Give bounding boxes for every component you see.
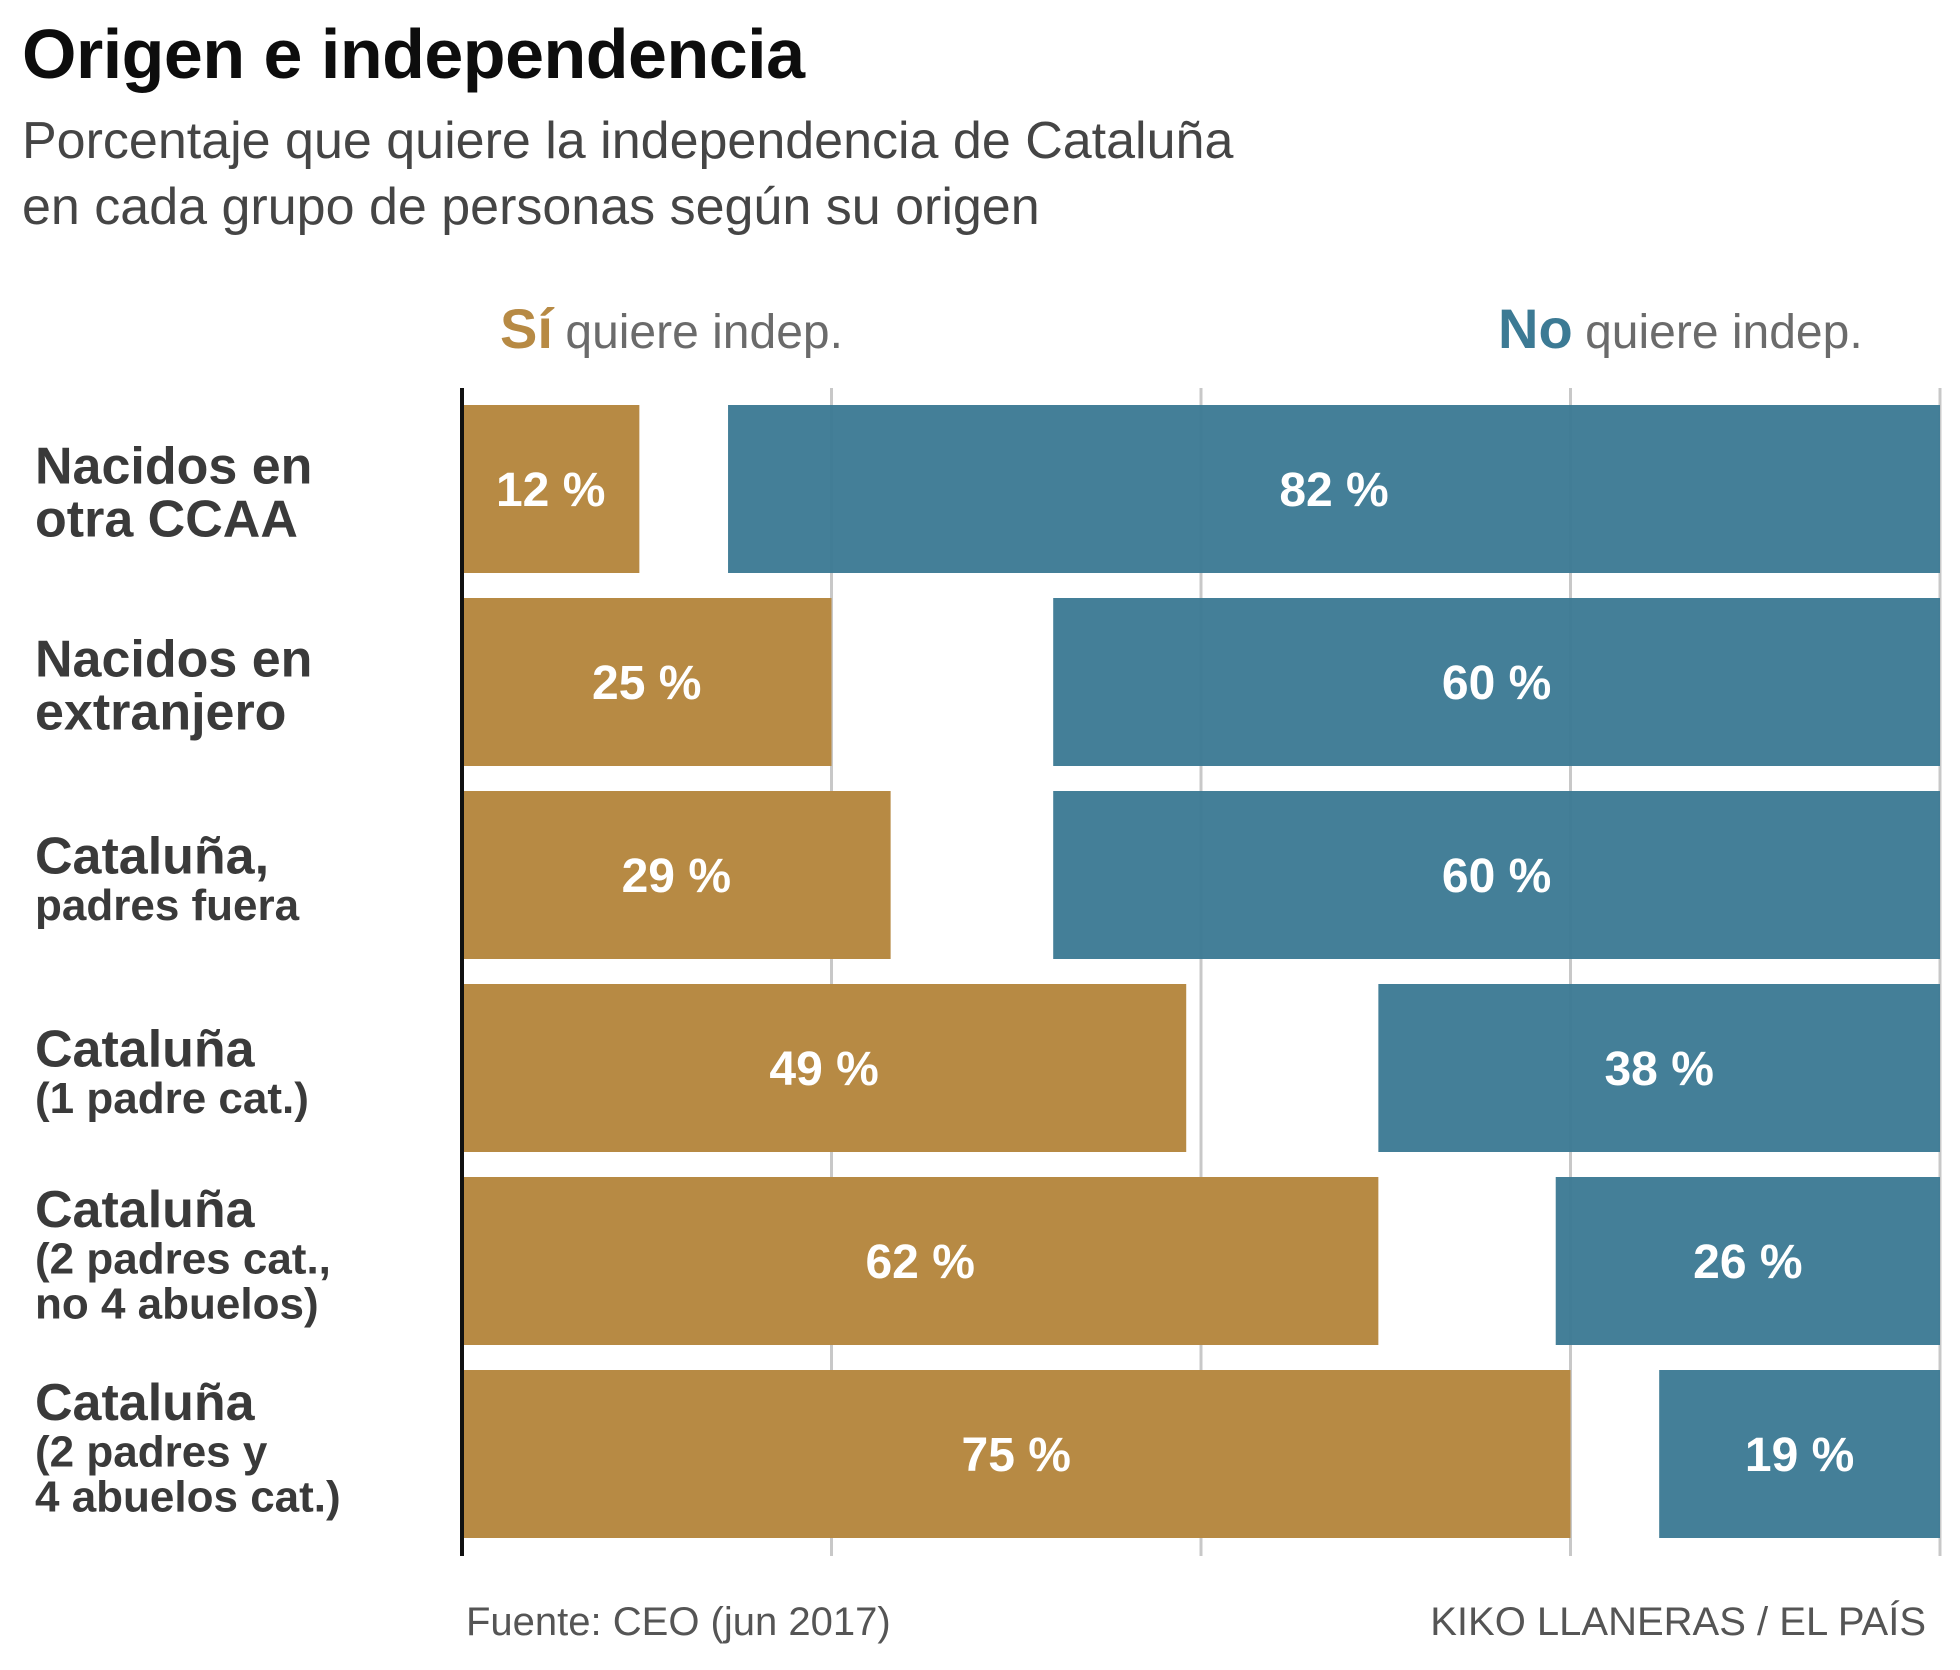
category-label-line: Cataluña	[35, 1374, 256, 1432]
bar-yes	[462, 1177, 1379, 1345]
bar-yes	[462, 1370, 1571, 1538]
category-label: Cataluña (2 padres cat., no 4 abuelos)	[35, 1181, 331, 1328]
value-label-yes: 29 %	[622, 850, 731, 903]
value-label-no: 60 %	[1442, 850, 1551, 903]
value-label-no: 82 %	[1279, 464, 1388, 517]
category-label-line: (2 padres y	[35, 1427, 268, 1476]
credit-note: KIKO LLANERAS / EL PAÍS	[1430, 1600, 1926, 1644]
subtitle-line-2: en cada grupo de personas según su orige…	[22, 178, 1040, 236]
category-label-line: 4 abuelos cat.)	[35, 1472, 341, 1521]
category-label-line: Cataluña,	[35, 828, 269, 886]
legend: Sí quiere indep. No quiere indep.	[500, 297, 1863, 360]
bar-no	[1378, 984, 1940, 1152]
value-label-no: 38 %	[1604, 1043, 1713, 1096]
legend-no-strong: No	[1498, 297, 1573, 360]
legend-yes-strong: Sí	[500, 297, 555, 360]
bars: 12 % 82 % 25 % 60 % 29 % 60 % 49 % 38 % 62 % 26 %…	[462, 405, 1940, 1538]
bar-no	[1555, 1177, 1940, 1345]
bar-no	[1053, 598, 1940, 766]
category-label-line: Cataluña	[35, 1181, 256, 1239]
bar-chart: Sí quiere indep. No quiere indep. 12 % 82…	[35, 297, 1942, 1556]
value-label-no: 26 %	[1693, 1236, 1802, 1289]
value-label-yes: 25 %	[592, 657, 701, 710]
category-label: Cataluña (1 padre cat.)	[35, 1021, 309, 1123]
category-label: Nacidos en otra CCAA	[35, 437, 312, 548]
bar-no	[728, 405, 1940, 573]
bar-yes	[462, 405, 640, 573]
category-label-line: Nacidos en	[35, 437, 312, 495]
value-label-yes: 62 %	[865, 1236, 974, 1289]
legend-yes-rest: quiere indep.	[565, 306, 843, 359]
category-label-line: (2 padres cat.,	[35, 1234, 331, 1283]
bar-yes	[462, 791, 891, 959]
category-label-line: (1 padre cat.)	[35, 1074, 309, 1123]
subtitle-line-1: Porcentaje que quiere la independencia d…	[22, 112, 1234, 170]
category-label-line: no 4 abuelos)	[35, 1279, 319, 1328]
category-label-line: otra CCAA	[35, 490, 298, 548]
category-label-line: Nacidos en	[35, 630, 312, 688]
value-label-yes: 49 %	[769, 1043, 878, 1096]
bar-yes	[462, 984, 1187, 1152]
chart-subtitle: Porcentaje que quiere la independencia d…	[22, 108, 1522, 240]
legend-no-rest: quiere indep.	[1585, 306, 1863, 359]
legend-yes: Sí quiere indep.	[500, 297, 843, 360]
category-label: Nacidos en extranjero	[35, 630, 312, 741]
chart-title: Origen e independencia	[22, 15, 805, 93]
legend-no: No quiere indep.	[1498, 297, 1863, 360]
category-label-line: padres fuera	[35, 881, 300, 930]
source-note: Fuente: CEO (jun 2017)	[466, 1600, 891, 1644]
gridlines	[830, 388, 1942, 1556]
category-label-line: Cataluña	[35, 1021, 256, 1079]
bar-no	[1659, 1370, 1940, 1538]
value-label-yes: 75 %	[962, 1429, 1071, 1482]
value-label-no: 19 %	[1745, 1429, 1854, 1482]
value-label-no: 60 %	[1442, 657, 1551, 710]
value-label-yes: 12 %	[496, 464, 605, 517]
category-label-line: extranjero	[35, 683, 286, 741]
bar-no	[1053, 791, 1940, 959]
category-label: Cataluña, padres fuera	[35, 828, 300, 930]
bar-yes	[462, 598, 832, 766]
